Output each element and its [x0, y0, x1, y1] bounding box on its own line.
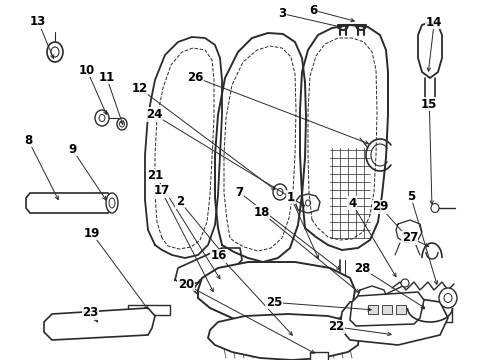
- Text: 19: 19: [83, 227, 100, 240]
- Text: 29: 29: [371, 201, 388, 213]
- Text: 5: 5: [406, 190, 414, 203]
- Text: 1: 1: [286, 191, 294, 204]
- Bar: [381, 305, 391, 314]
- Text: 23: 23: [82, 306, 99, 319]
- Ellipse shape: [272, 184, 286, 200]
- Text: 26: 26: [187, 71, 203, 84]
- Text: 16: 16: [210, 249, 227, 262]
- Ellipse shape: [438, 288, 456, 308]
- Text: 12: 12: [131, 82, 147, 95]
- Text: 8: 8: [24, 134, 32, 147]
- Text: 9: 9: [68, 143, 76, 156]
- Polygon shape: [207, 314, 359, 360]
- Text: 3: 3: [278, 7, 286, 20]
- Polygon shape: [349, 292, 423, 326]
- Text: 21: 21: [147, 169, 163, 182]
- Bar: [367, 305, 377, 314]
- Text: 17: 17: [153, 184, 169, 197]
- Text: 14: 14: [425, 16, 442, 29]
- Ellipse shape: [95, 110, 109, 126]
- Text: 2: 2: [176, 195, 183, 208]
- Polygon shape: [26, 193, 112, 213]
- Text: 25: 25: [265, 296, 282, 309]
- Text: 20: 20: [177, 278, 194, 291]
- Ellipse shape: [106, 193, 118, 213]
- Text: 22: 22: [327, 320, 344, 333]
- Ellipse shape: [430, 203, 438, 212]
- Polygon shape: [198, 262, 354, 328]
- Text: 7: 7: [235, 186, 243, 199]
- Text: 24: 24: [145, 108, 162, 121]
- Text: 6: 6: [308, 4, 316, 17]
- Ellipse shape: [47, 42, 63, 62]
- Text: 18: 18: [253, 206, 269, 219]
- Bar: [128, 305, 170, 315]
- Ellipse shape: [117, 118, 127, 130]
- Text: 27: 27: [401, 231, 417, 244]
- Text: 15: 15: [420, 98, 437, 111]
- Ellipse shape: [400, 279, 408, 287]
- Text: 13: 13: [30, 15, 46, 28]
- Polygon shape: [44, 308, 155, 340]
- Text: 11: 11: [98, 71, 115, 84]
- Bar: [395, 305, 405, 314]
- Polygon shape: [339, 296, 447, 345]
- Text: 4: 4: [347, 197, 355, 210]
- Bar: [309, 352, 327, 360]
- Text: 10: 10: [79, 64, 95, 77]
- Polygon shape: [417, 22, 441, 78]
- Text: 28: 28: [353, 262, 369, 275]
